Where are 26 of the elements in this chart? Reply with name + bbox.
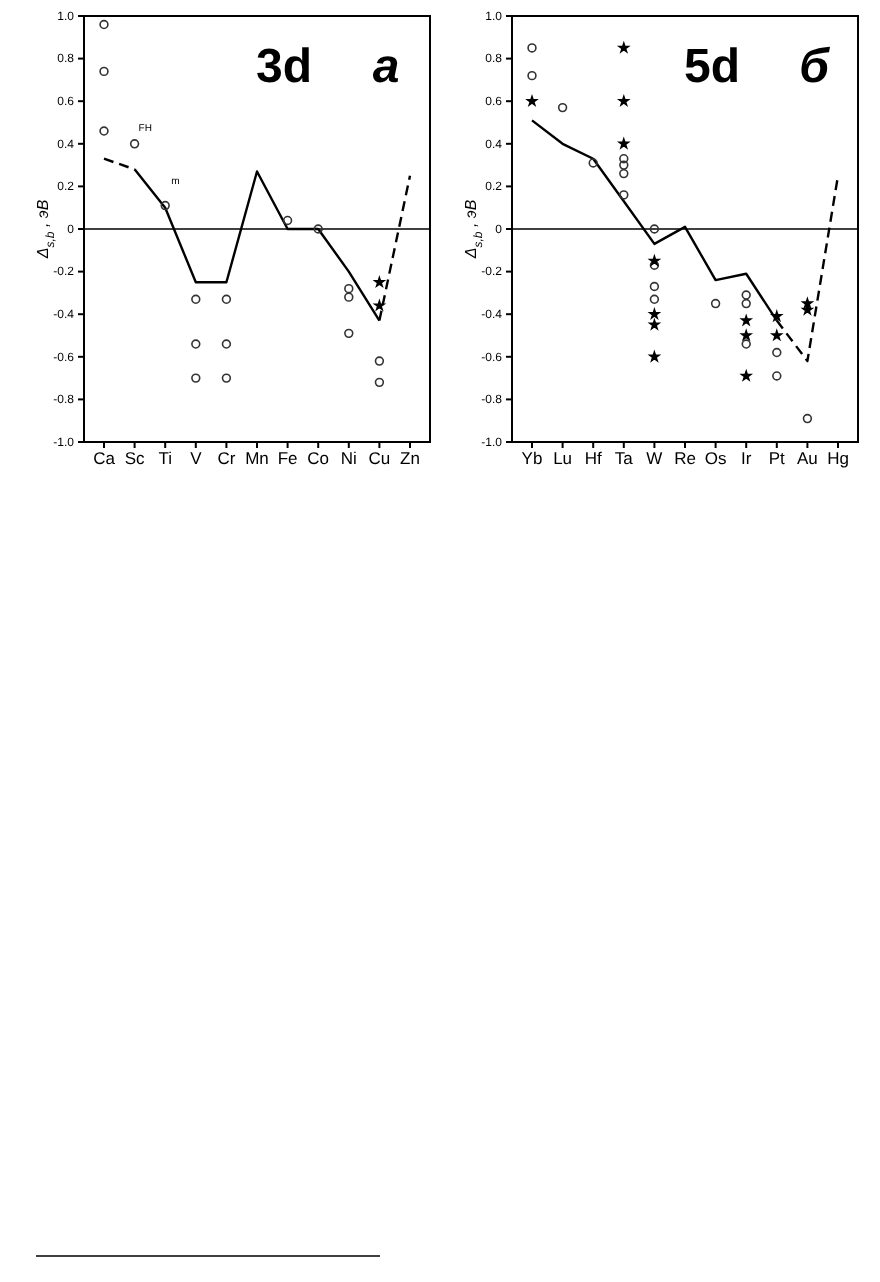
x-tick-label: Os <box>704 448 727 468</box>
x-tick-label: Hg <box>827 448 850 468</box>
x-tick-label: Pt <box>768 448 787 468</box>
x-tick-label: Ni <box>340 448 358 468</box>
x-tick-label: Ir <box>741 448 752 468</box>
x-tick-label: Mn <box>245 448 270 468</box>
x-tick-label: V <box>190 448 203 468</box>
x-tick-label: Co <box>307 448 330 468</box>
x-tick-label: Cu <box>368 448 391 468</box>
x-tick-label: Zn <box>400 448 421 468</box>
x-tick-label: Ca <box>93 448 116 468</box>
annotation: 3d <box>255 40 313 94</box>
x-tick-label: Sc <box>124 448 147 468</box>
x-tick-label: Yb <box>521 448 543 468</box>
x-tick-label: Cr <box>217 448 236 468</box>
x-tick-label: Lu <box>553 448 573 468</box>
x-tick-label: Ti <box>158 448 173 468</box>
annotation: 5d <box>683 40 741 94</box>
x-tick-label: Hf <box>584 448 603 468</box>
x-tick-label: Fe <box>277 448 299 468</box>
x-tick-label: Ta <box>614 448 634 468</box>
x-tick-label: W <box>646 448 663 468</box>
annotation: б <box>799 40 832 94</box>
annotation: а <box>372 40 400 94</box>
x-tick-label: Au <box>796 448 819 468</box>
x-tick-label: Re <box>674 448 697 468</box>
